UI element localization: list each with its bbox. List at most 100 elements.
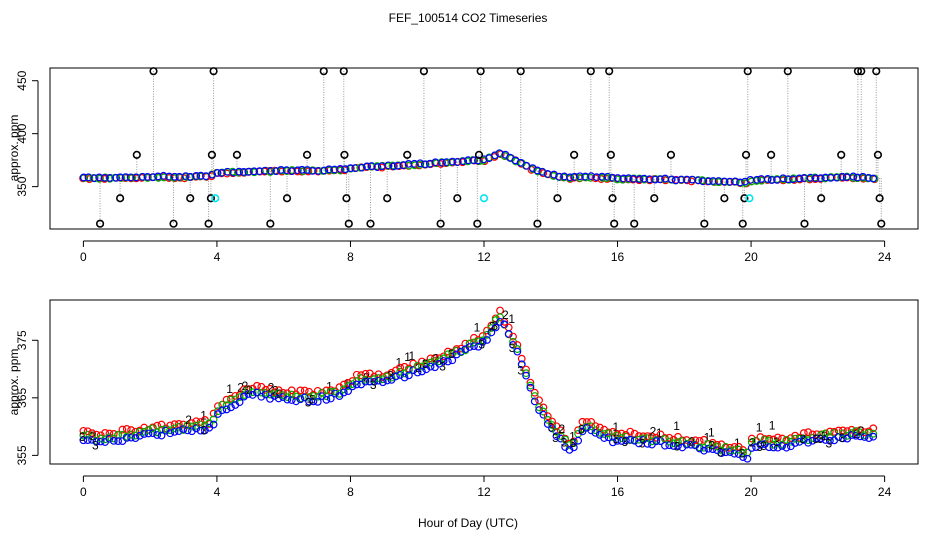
co2-point [126,173,135,182]
y-tick-label: 355 [15,445,29,465]
co2-point [539,407,548,416]
co2-point [478,332,487,340]
co2-point [413,368,422,377]
co2-point [769,443,778,452]
outlier-point [837,150,846,159]
co2-point [248,391,257,399]
co2-point [687,440,695,449]
co2-point [592,173,601,182]
co2-point [483,330,491,339]
co2-point [118,425,127,434]
outlier-point [516,67,525,76]
co2-point [231,391,240,400]
co2-point [582,423,591,432]
co2-point [582,418,591,426]
co2-point [313,386,322,395]
outlier-point [608,194,617,203]
series-digit-marker: 3 [578,423,585,437]
series-digit-marker: 3 [561,435,568,449]
series-digit-marker: 3 [92,439,99,453]
series-digit-marker: 3 [773,435,780,449]
co2-point [201,421,209,430]
co2-point [587,172,596,181]
co2-point [608,173,617,182]
co2-point [665,433,674,442]
co2-point [313,397,322,406]
co2-point [760,435,769,444]
series-digit-marker: 3 [708,438,715,452]
co2-point [856,432,865,441]
co2-point [765,443,774,452]
outlier-point [743,67,752,76]
co2-point [320,166,329,175]
outlier-point [344,219,353,228]
co2-point [849,172,858,181]
co2-point [127,426,136,434]
co2-point [114,437,123,446]
co2-point [448,356,457,365]
outlier-point [232,150,242,159]
outlier-point [319,67,328,76]
outlier-point [533,219,542,228]
series-digit-marker: 1 [474,320,481,334]
co2-point [344,387,353,396]
co2-point [526,383,535,392]
co2-point [404,371,413,380]
series-digit-marker: 3 [439,359,446,373]
co2-point [287,386,296,395]
co2-point [287,390,296,399]
co2-point [384,161,393,170]
co2-point [700,446,708,455]
co2-point [565,445,574,454]
series-digit-marker: 3 [509,341,516,355]
co2-point [370,372,379,381]
co2-point [293,166,302,175]
co2-point [566,173,574,182]
co2-point [825,427,834,436]
series-digit-marker: 2 [185,413,192,427]
co2-point [811,174,820,183]
co2-point [288,167,296,176]
co2-point [457,347,465,356]
co2-point [535,396,543,405]
co2-point [530,397,539,406]
co2-point [373,163,382,172]
co2-point [581,172,590,181]
co2-point [465,343,474,351]
co2-point [426,358,435,367]
co2-point [79,436,88,445]
series-digit-marker: 3 [422,357,429,371]
y-tick-label: 375 [15,330,29,350]
co2-point [817,434,826,443]
co2-point [409,366,418,375]
co2-point [279,388,287,397]
co2-point [843,427,852,436]
co2-point [669,442,678,450]
series-digit-marker: 3 [639,437,646,451]
co2-point [326,394,335,403]
co2-point [604,433,613,442]
co2-point [726,443,734,452]
co2-point [183,421,192,429]
co2-point [235,167,243,176]
co2-point [79,431,88,440]
outlier-point [209,67,218,76]
co2-point [444,357,452,366]
co2-point [387,373,396,382]
co2-point [695,436,704,445]
outlier-point [857,67,866,76]
co2-point [244,390,253,398]
series-digit-marker: 1 [404,350,411,364]
co2-point [804,436,813,445]
co2-point [257,392,266,401]
co2-point [487,324,496,332]
series-digit-marker: 3 [309,392,316,406]
outlier-point [419,67,429,76]
co2-point [370,375,379,384]
series-digit-marker: 3 [613,432,620,446]
co2-point [79,426,88,435]
co2-point [418,367,426,376]
co2-point [869,424,878,433]
series-digit-marker: 1 [326,379,333,393]
co2-point [865,434,873,442]
